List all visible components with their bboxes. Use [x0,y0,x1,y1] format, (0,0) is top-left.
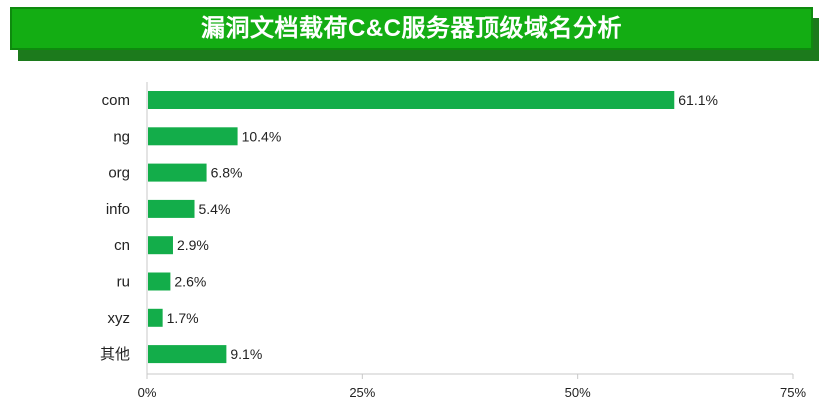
bar [148,308,163,327]
category-label: ru [117,274,130,291]
value-label: 2.6% [174,274,206,290]
value-label: 10.4% [242,128,282,144]
category-label: cn [114,237,130,254]
bar [148,91,675,109]
category-label: xyz [108,310,131,327]
chart-title: 漏洞文档载荷C&C服务器顶级域名分析 [201,15,622,42]
bar [148,236,173,255]
value-label: 6.8% [211,165,243,181]
value-label: 9.1% [230,346,262,362]
bar [148,272,171,291]
x-tick-label: 75% [780,385,806,400]
category-label: ng [113,128,130,145]
title-banner: 漏洞文档载荷C&C服务器顶级域名分析 [10,7,813,50]
category-label: info [106,201,130,218]
x-tick-label: 50% [565,385,591,400]
category-label: com [102,92,130,109]
value-label: 2.9% [177,237,209,253]
category-label: org [108,165,130,182]
bar [148,163,207,182]
bar [148,127,238,146]
bar [148,199,195,218]
value-label: 61.1% [678,92,718,108]
x-tick-label: 0% [138,385,157,400]
value-label: 5.4% [199,201,231,217]
x-tick-label: 25% [349,385,375,400]
value-label: 1.7% [167,310,199,326]
category-label: 其他 [100,346,130,363]
bar [148,345,227,364]
